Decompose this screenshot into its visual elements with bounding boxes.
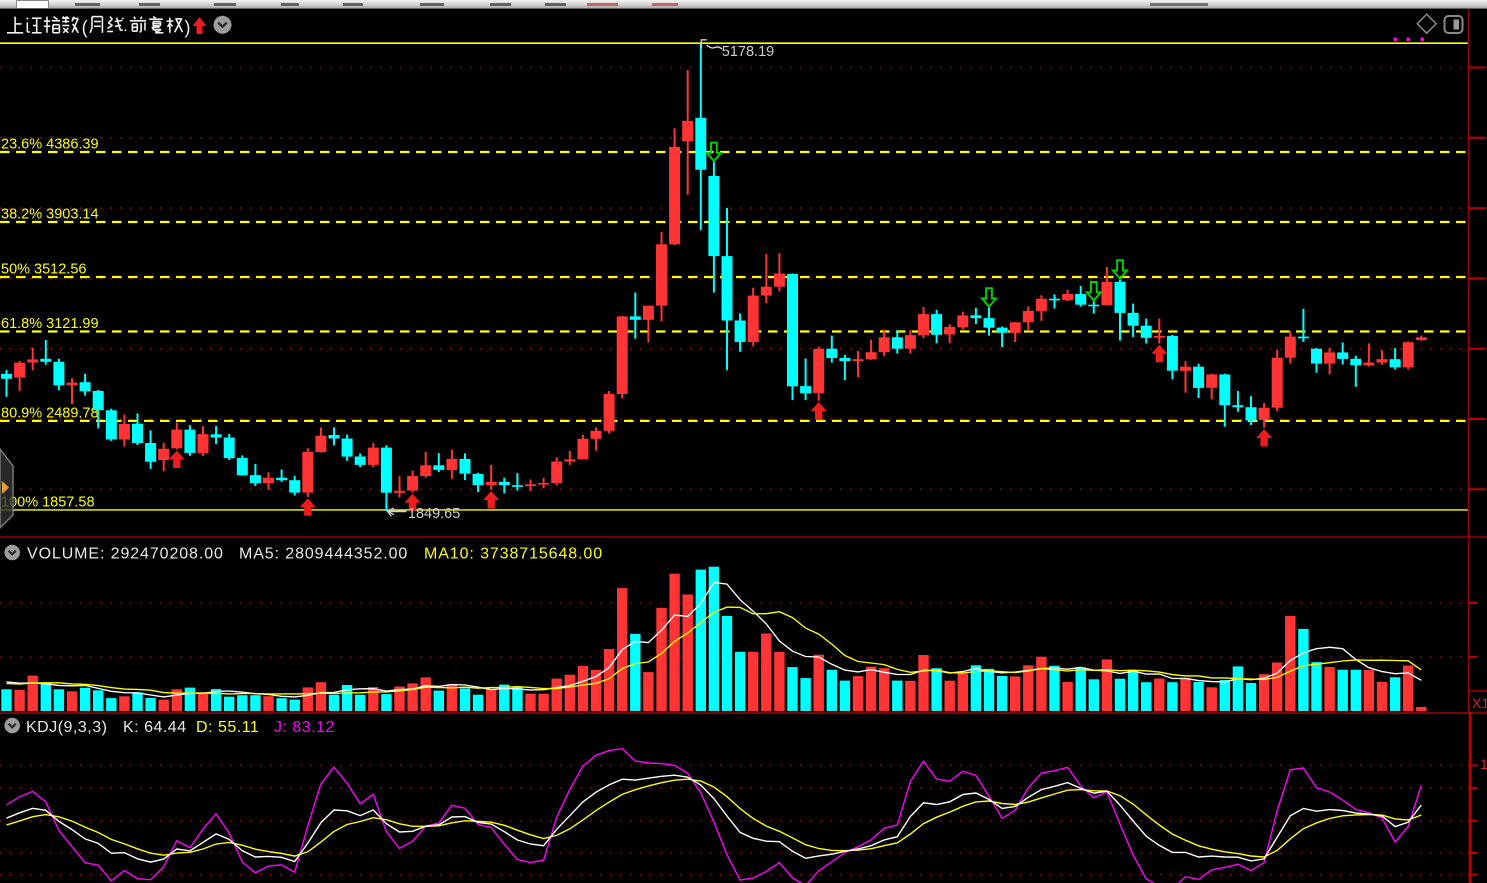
svg-text:MA10: 3738715648.00: MA10: 3738715648.00: [424, 546, 603, 563]
svg-text:100% 1857.58: 100% 1857.58: [1, 494, 95, 510]
svg-text:23.6% 4386.39: 23.6% 4386.39: [1, 137, 99, 153]
svg-text:50% 3512.56: 50% 3512.56: [1, 262, 86, 278]
svg-text:K: 64.44: K: 64.44: [123, 719, 187, 736]
svg-text:1849.65: 1849.65: [408, 506, 460, 522]
svg-text:J: 83.12: J: 83.12: [274, 719, 335, 736]
svg-text:1: 1: [1480, 756, 1487, 772]
svg-text:KDJ(9,3,3): KDJ(9,3,3): [26, 719, 107, 736]
svg-text:(: (: [82, 18, 88, 38]
svg-text:5178.19: 5178.19: [722, 44, 774, 60]
svg-text:61.8% 3121.99: 61.8% 3121.99: [1, 316, 99, 332]
svg-text:X1: X1: [1472, 695, 1487, 711]
svg-text:MA5: 2809444352.00: MA5: 2809444352.00: [239, 546, 408, 563]
svg-text:): ): [185, 18, 191, 38]
svg-text:38.2% 3903.14: 38.2% 3903.14: [1, 207, 99, 223]
svg-text:.: .: [123, 18, 127, 35]
svg-text:80.9% 2489.78: 80.9% 2489.78: [1, 405, 99, 421]
svg-text:VOLUME: 292470208.00: VOLUME: 292470208.00: [27, 546, 224, 563]
svg-text:D: 55.11: D: 55.11: [196, 719, 259, 736]
